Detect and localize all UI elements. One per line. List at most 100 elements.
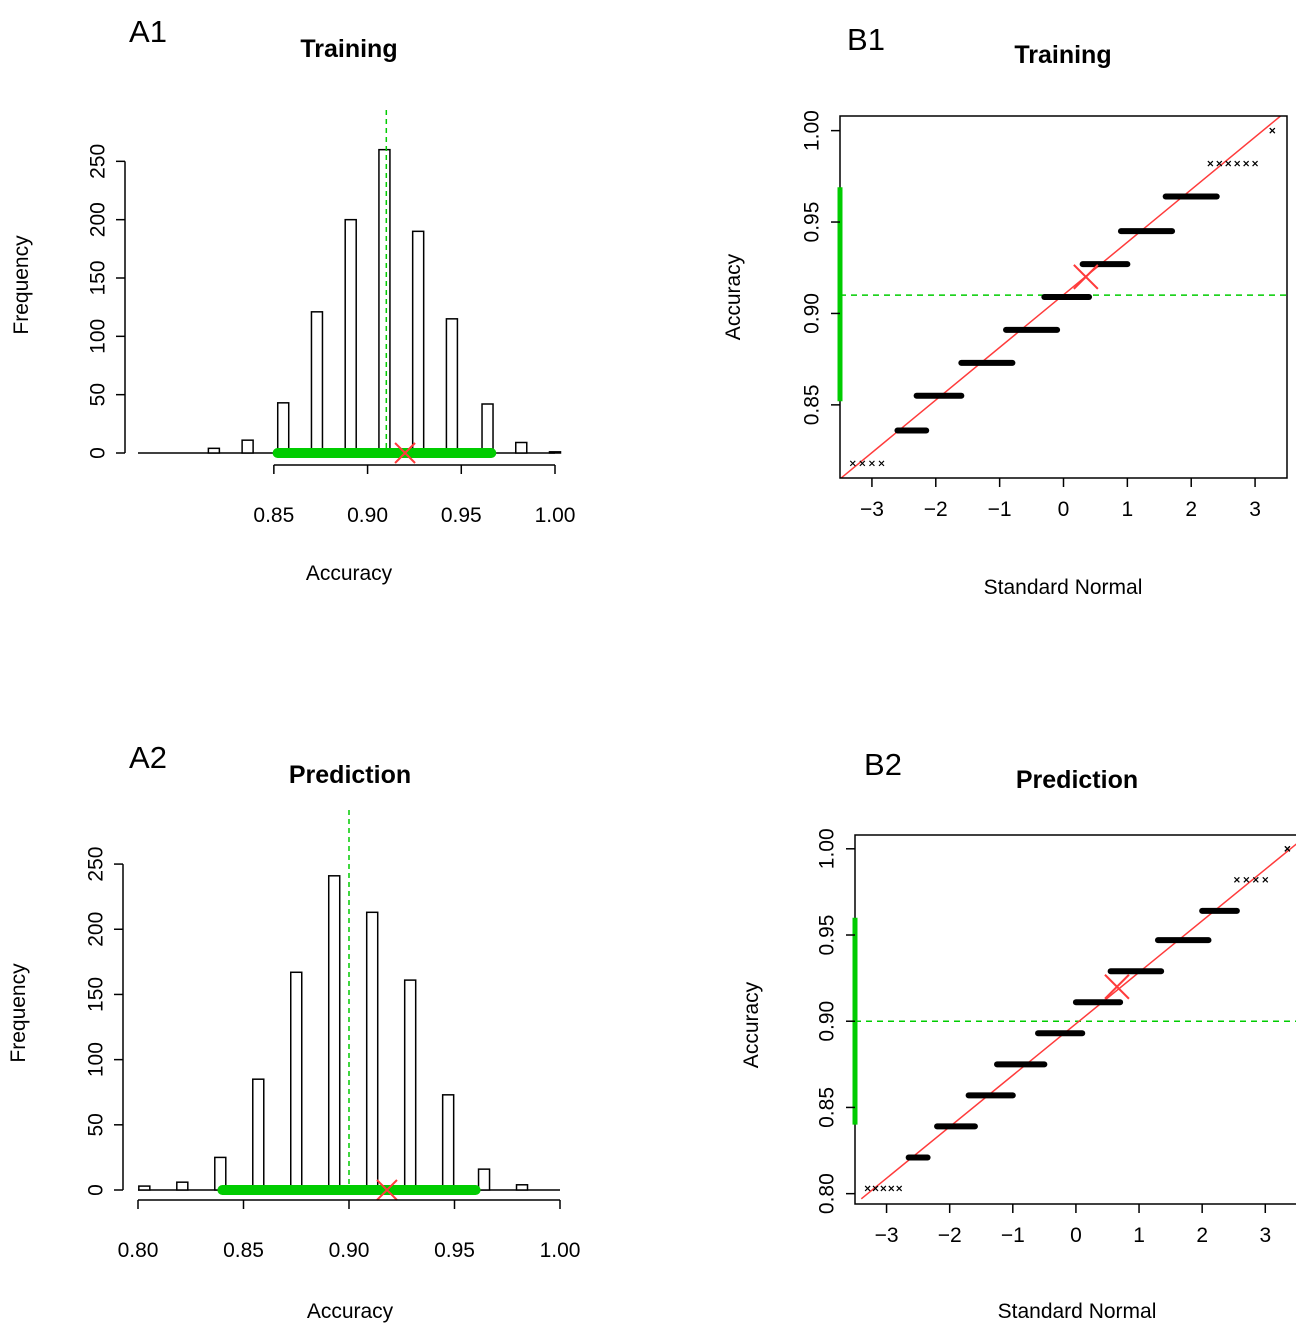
histogram-bar xyxy=(378,148,391,454)
panel-b1: B1 Training −3 −2 −1 0 1 2 3 0.85 0.90 0.95 1.00 Stan… xyxy=(722,22,1288,599)
qq-point xyxy=(1234,160,1241,167)
panel-a2: A2 Prediction 0.80 0.85 0.90 0.95 1.00 0 50 100 15… xyxy=(7,740,580,1323)
y-tick-label: 100 xyxy=(85,1042,108,1077)
observed-marker xyxy=(394,442,416,464)
qq-point xyxy=(1269,127,1276,134)
chart-title: Prediction xyxy=(289,761,411,789)
y-tick-label: 0.95 xyxy=(816,915,839,956)
y-axis-label: Frequency xyxy=(7,963,30,1063)
y-tick-label: 150 xyxy=(85,977,108,1012)
qq-point xyxy=(872,1185,879,1192)
x-tick-label: 0.90 xyxy=(329,1239,370,1262)
x-tick-label: 1 xyxy=(1133,1224,1145,1247)
qq-point xyxy=(859,460,866,467)
histogram-bar xyxy=(310,311,324,454)
x-tick-label: −3 xyxy=(860,498,884,521)
observed-marker xyxy=(376,1179,398,1201)
x-tick-label: 2 xyxy=(1185,498,1197,521)
qq-point xyxy=(1207,160,1214,167)
plot-frame xyxy=(854,834,1296,1205)
histogram-bar xyxy=(207,447,221,454)
y-tick-label: 1.00 xyxy=(801,110,824,151)
y-tick-label: 200 xyxy=(87,202,110,237)
x-axis-label: Standard Normal xyxy=(998,1300,1157,1323)
qq-point xyxy=(878,460,885,467)
histogram-bar xyxy=(515,1184,529,1191)
qq-point xyxy=(896,1185,903,1192)
qq-point xyxy=(880,1185,887,1192)
qq-point xyxy=(1284,845,1291,852)
y-tick-label: 0.80 xyxy=(816,1173,839,1214)
plot-area xyxy=(855,843,1296,1200)
y-tick-label: 0.95 xyxy=(801,202,824,243)
panel-a1: A1 Training 0.85 0.90 0.95 1.00 0 50 100 150 200 25… xyxy=(10,14,575,585)
x-axis-label: Accuracy xyxy=(307,1300,394,1323)
qq-point xyxy=(1262,876,1269,883)
histogram-bar xyxy=(290,971,303,1191)
qq-point xyxy=(888,1185,895,1192)
panel-label: B2 xyxy=(864,747,902,782)
chart-title: Training xyxy=(300,35,397,63)
qq-point xyxy=(1243,160,1250,167)
observed-marker xyxy=(1104,974,1130,1000)
x-tick-label: 3 xyxy=(1249,498,1261,521)
x-tick-label: 1.00 xyxy=(535,504,576,527)
y-tick-label: 50 xyxy=(85,1113,108,1136)
qq-point xyxy=(864,1185,871,1192)
histogram-bar xyxy=(477,1168,491,1191)
y-tick-label: 100 xyxy=(87,319,110,354)
y-axis-label: Accuracy xyxy=(722,253,745,340)
x-tick-label: 0.95 xyxy=(434,1239,475,1262)
histogram-bar xyxy=(403,979,417,1191)
histogram-bar xyxy=(365,911,379,1191)
y-tick-label: 0.85 xyxy=(801,384,824,425)
y-tick-label: 0.85 xyxy=(816,1087,839,1128)
y-tick-label: 250 xyxy=(85,847,108,882)
histogram-bar xyxy=(548,451,562,454)
qq-point xyxy=(869,460,875,467)
histogram-bar xyxy=(515,441,528,454)
qq-point xyxy=(1252,160,1258,167)
y-tick-label: 150 xyxy=(87,260,110,295)
x-tick-label: 1.00 xyxy=(540,1239,581,1262)
panel-label: A2 xyxy=(129,740,167,775)
y-tick-label: 0 xyxy=(87,447,110,459)
panel-b2: B2 Prediction −3 −2 −1 0 1 2 3 0.80 0.85 0.90 0.95 1.… xyxy=(740,747,1296,1323)
qq-point xyxy=(1243,876,1250,883)
histogram-bar xyxy=(344,218,357,454)
histogram-bar xyxy=(327,875,341,1191)
y-tick-label: 0.90 xyxy=(816,1001,839,1042)
x-tick-label: −3 xyxy=(875,1224,899,1247)
qq-reference-line xyxy=(860,843,1296,1200)
y-tick-label: 0 xyxy=(85,1184,108,1196)
histogram-bar xyxy=(445,318,459,454)
qq-point xyxy=(849,460,856,467)
x-tick-label: 0 xyxy=(1058,498,1070,521)
histogram-bar xyxy=(276,402,290,454)
x-tick-label: 0.80 xyxy=(118,1239,159,1262)
chart-title: Training xyxy=(1014,41,1111,69)
x-tick-label: 0.95 xyxy=(441,504,482,527)
chart-title: Prediction xyxy=(1016,766,1138,794)
y-axis-label: Frequency xyxy=(10,235,33,335)
y-tick-label: 250 xyxy=(87,144,110,179)
x-tick-label: −1 xyxy=(988,498,1012,521)
x-axis-label: Accuracy xyxy=(306,562,393,585)
y-axis-label: Accuracy xyxy=(740,981,763,1068)
x-tick-label: 3 xyxy=(1259,1224,1271,1247)
qq-point xyxy=(1252,876,1259,883)
x-axis-label: Standard Normal xyxy=(984,576,1143,599)
x-tick-label: 1 xyxy=(1122,498,1134,521)
qq-point xyxy=(1216,160,1223,167)
histogram-bar xyxy=(411,230,425,454)
panel-label: B1 xyxy=(847,22,885,57)
histogram-bar xyxy=(481,403,494,454)
y-tick-label: 50 xyxy=(87,383,110,406)
histogram-bar xyxy=(176,1181,189,1191)
x-tick-label: 2 xyxy=(1196,1224,1208,1247)
y-tick-label: 1.00 xyxy=(816,828,839,869)
x-tick-label: 0.85 xyxy=(223,1239,264,1262)
x-tick-label: −1 xyxy=(1001,1224,1025,1247)
histogram-bar xyxy=(441,1094,455,1191)
